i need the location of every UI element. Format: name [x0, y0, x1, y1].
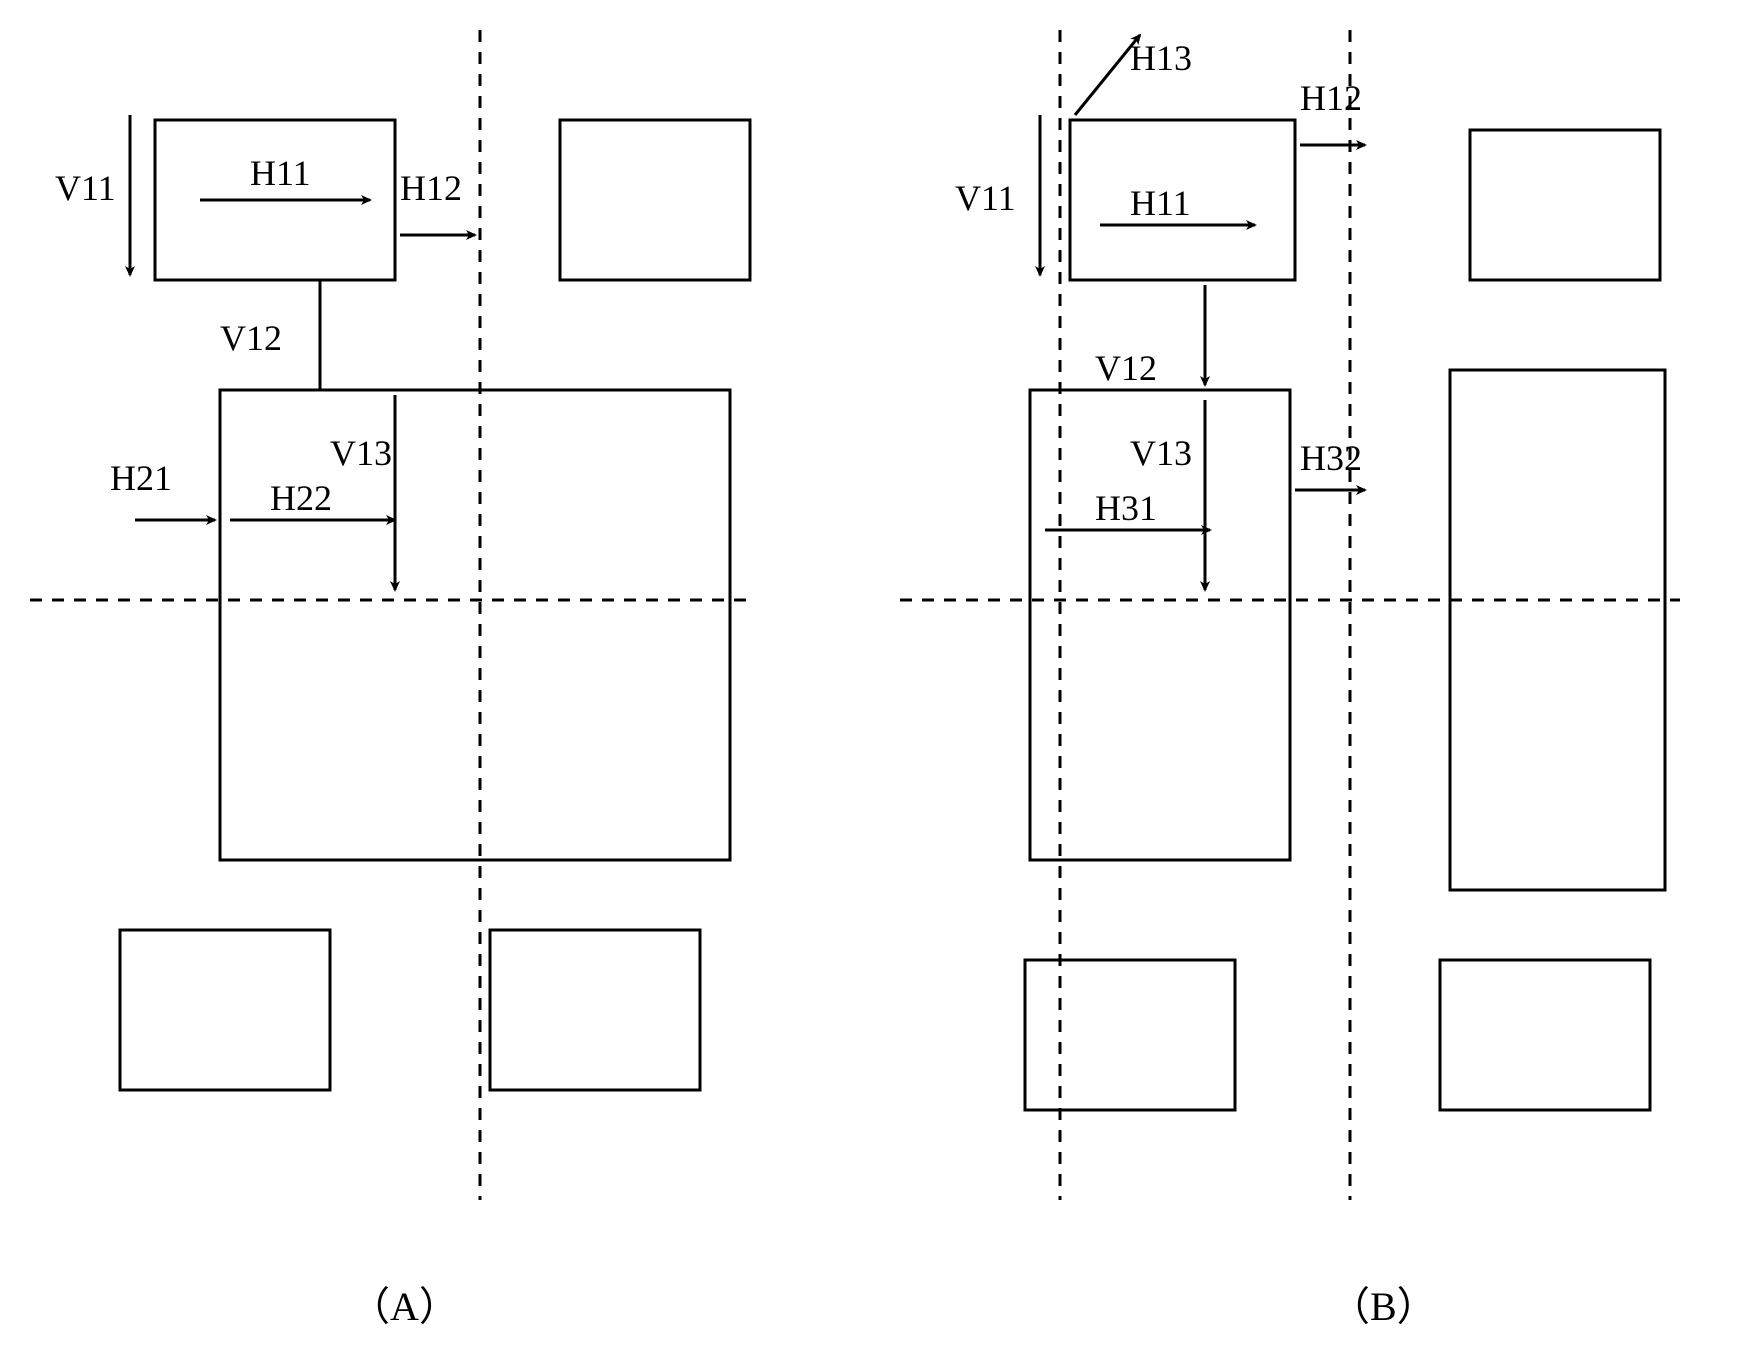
label-B-7: H32 — [1300, 438, 1362, 478]
rect-A-bot-right — [490, 930, 700, 1090]
panel-A: V11 H11 H12 V12 V13 H21 H22 （A） — [30, 30, 750, 1329]
label-B-0: V11 — [955, 178, 1016, 218]
rect-B-bot-left — [1025, 960, 1235, 1110]
rect-B-mid-right — [1450, 370, 1665, 890]
label-A-4: V13 — [330, 433, 392, 473]
label-A-3: V12 — [220, 318, 282, 358]
label-B-2: H12 — [1300, 78, 1362, 118]
rect-B-bot-right — [1440, 960, 1650, 1110]
rect-A-bot-left — [120, 930, 330, 1090]
caption-A: （A） — [350, 1284, 459, 1329]
label-B-4: V12 — [1095, 348, 1157, 388]
label-A-0: V11 — [55, 168, 116, 208]
panel-B: V11 H13 H12 H11 V12 V13 H31 H32 （B） — [900, 30, 1680, 1329]
label-A-2: H12 — [400, 168, 462, 208]
rect-B-top-right — [1470, 130, 1660, 280]
label-A-1: H11 — [250, 153, 311, 193]
caption-B: （B） — [1330, 1284, 1437, 1329]
label-B-3: H11 — [1130, 183, 1191, 223]
label-B-5: V13 — [1130, 433, 1192, 473]
rect-A-top-right — [560, 120, 750, 280]
label-A-6: H22 — [270, 478, 332, 518]
label-A-5: H21 — [110, 458, 172, 498]
label-B-1: H13 — [1130, 38, 1192, 78]
rect-A-mid-big — [220, 390, 730, 860]
label-B-6: H31 — [1095, 488, 1157, 528]
